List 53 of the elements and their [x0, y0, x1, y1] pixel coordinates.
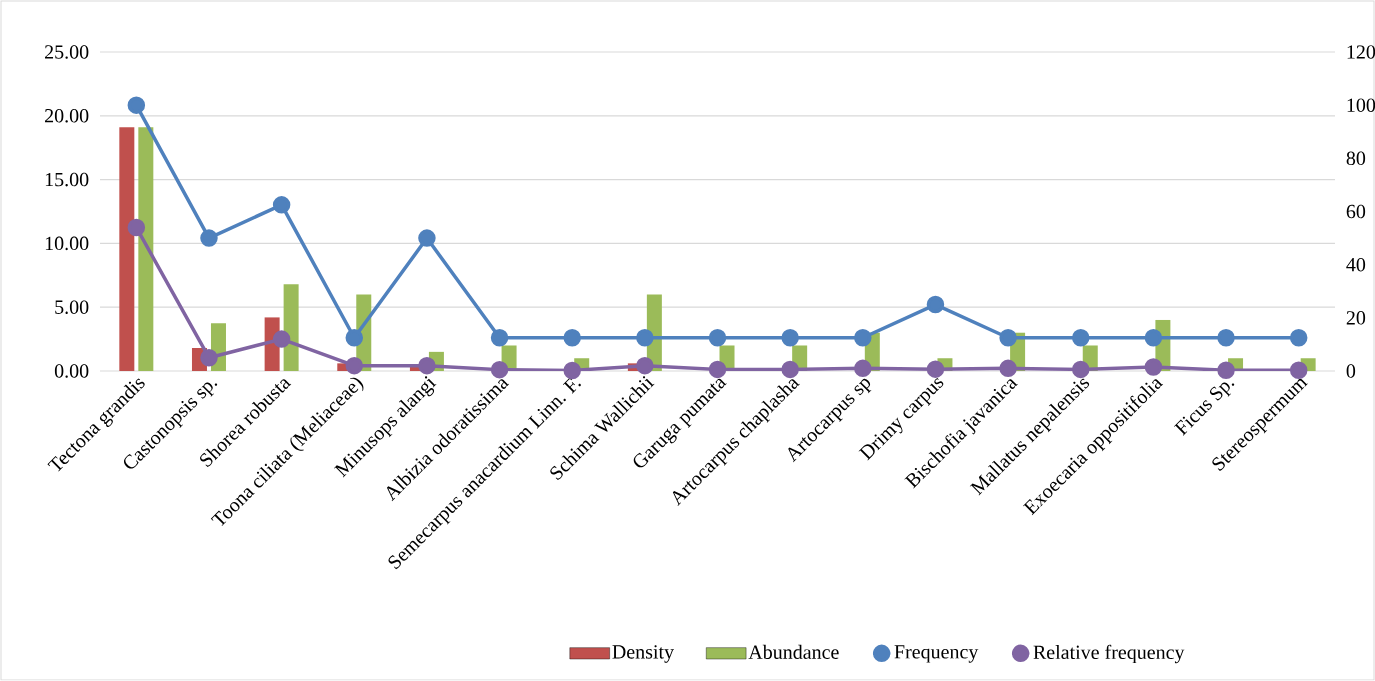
point [127, 218, 146, 237]
point [1144, 329, 1163, 347]
y2-tick-label: 20 [1346, 311, 1366, 325]
point [418, 229, 436, 247]
point [781, 329, 799, 347]
legend-label: Relative frequency [1033, 644, 1185, 664]
point [490, 360, 509, 379]
point [1217, 361, 1235, 379]
point [926, 360, 945, 378]
y2-tick-label: 60 [1346, 204, 1366, 219]
point [999, 359, 1017, 378]
y-tick-label: 0.00 [54, 364, 89, 378]
point [999, 329, 1017, 347]
y2-tick-label: 100 [1347, 98, 1375, 112]
y2-tick-label: 0 [1346, 364, 1356, 378]
y-tick-label: 15.00 [45, 172, 89, 187]
point [1072, 329, 1090, 347]
point [490, 329, 509, 347]
point [200, 348, 218, 367]
point [1144, 358, 1163, 376]
point [636, 356, 654, 375]
point [345, 356, 364, 375]
y2-tick-label: 40 [1346, 257, 1366, 272]
point [854, 329, 872, 347]
legend-label: Density [612, 645, 674, 663]
point [854, 359, 872, 378]
point [781, 360, 799, 379]
point [1289, 361, 1308, 379]
bar [283, 284, 299, 371]
point [272, 196, 291, 214]
legend-label: Frequency [894, 645, 979, 663]
bar [138, 127, 154, 371]
y-tick-label: 20.00 [45, 109, 89, 123]
point [708, 329, 727, 347]
point [563, 329, 581, 347]
point [708, 360, 727, 379]
y-tick-label: 10.00 [45, 236, 89, 251]
y-tick-label: 25.00 [45, 45, 89, 59]
point [636, 329, 654, 347]
point [272, 330, 291, 348]
bar [119, 127, 135, 371]
point [1217, 329, 1235, 347]
point [926, 295, 945, 314]
y-tick-label: 5.00 [55, 300, 89, 314]
point [1072, 360, 1090, 379]
y2-tick-label: 80 [1346, 151, 1366, 166]
point [1289, 329, 1308, 347]
point [418, 356, 436, 375]
point [200, 229, 218, 247]
point [127, 96, 146, 114]
legend-label: Abundance [748, 644, 839, 659]
y2-tick-label: 120 [1347, 45, 1375, 59]
point [345, 329, 364, 347]
